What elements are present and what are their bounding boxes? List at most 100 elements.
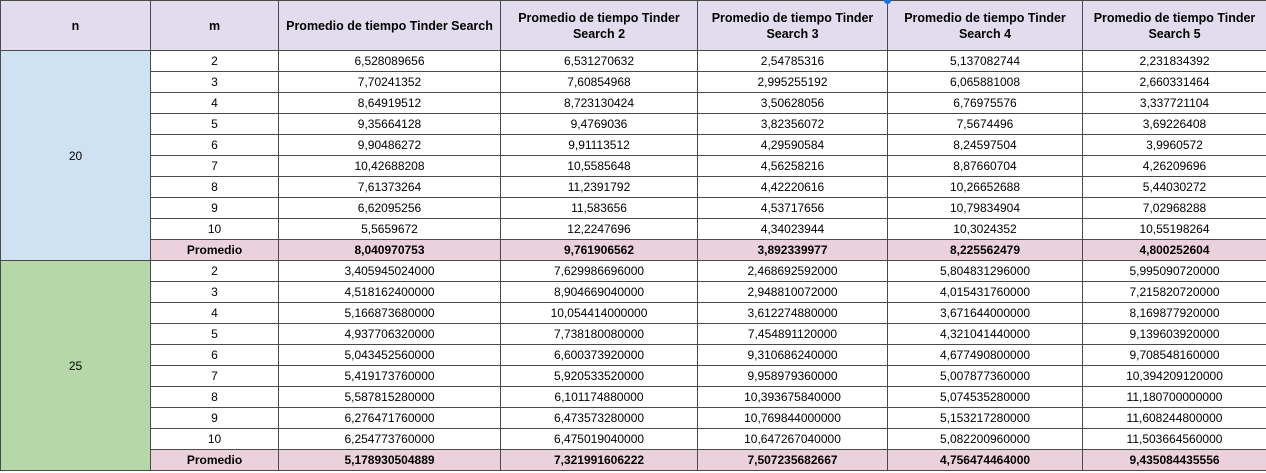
value-cell[interactable]: 10,647267040000 bbox=[697, 428, 888, 450]
value-cell[interactable]: 7,02968288 bbox=[1082, 197, 1266, 219]
header-n[interactable]: n bbox=[0, 0, 151, 51]
value-cell[interactable]: 10,5585648 bbox=[500, 155, 698, 177]
value-cell[interactable]: 6,276471760000 bbox=[278, 407, 501, 429]
value-cell[interactable]: 10,42688208 bbox=[278, 155, 501, 177]
value-cell[interactable]: 9,35664128 bbox=[278, 113, 501, 135]
m-cell[interactable]: 10 bbox=[150, 428, 279, 450]
header-col-4[interactable]: Promedio de tiempo Tinder Search 4 bbox=[887, 0, 1083, 51]
value-cell[interactable]: 7,5674496 bbox=[887, 113, 1083, 135]
value-cell[interactable]: 4,56258216 bbox=[697, 155, 888, 177]
value-cell[interactable]: 9,310686240000 bbox=[697, 344, 888, 366]
average-cell[interactable]: 7,321991606222 bbox=[500, 449, 698, 471]
value-cell[interactable]: 4,29590584 bbox=[697, 134, 888, 156]
value-cell[interactable]: 3,612274880000 bbox=[697, 302, 888, 324]
value-cell[interactable]: 9,90486272 bbox=[278, 134, 501, 156]
value-cell[interactable]: 10,393675840000 bbox=[697, 386, 888, 408]
value-cell[interactable]: 10,79834904 bbox=[887, 197, 1083, 219]
m-cell[interactable]: 7 bbox=[150, 155, 279, 177]
value-cell[interactable]: 7,61373264 bbox=[278, 176, 501, 198]
average-cell[interactable]: 9,435084435556 bbox=[1082, 449, 1266, 471]
value-cell[interactable]: 4,53717656 bbox=[697, 197, 888, 219]
m-cell[interactable]: 9 bbox=[150, 197, 279, 219]
value-cell[interactable]: 8,64919512 bbox=[278, 92, 501, 114]
value-cell[interactable]: 5,137082744 bbox=[887, 50, 1083, 72]
value-cell[interactable]: 5,419173760000 bbox=[278, 365, 501, 387]
value-cell[interactable]: 9,139603920000 bbox=[1082, 323, 1266, 345]
header-m[interactable]: m bbox=[150, 0, 279, 51]
value-cell[interactable]: 10,394209120000 bbox=[1082, 365, 1266, 387]
value-cell[interactable]: 6,531270632 bbox=[500, 50, 698, 72]
value-cell[interactable]: 9,958979360000 bbox=[697, 365, 888, 387]
m-cell[interactable]: 3 bbox=[150, 281, 279, 303]
m-cell[interactable]: 8 bbox=[150, 386, 279, 408]
value-cell[interactable]: 4,42220616 bbox=[697, 176, 888, 198]
value-cell[interactable]: 5,007877360000 bbox=[887, 365, 1083, 387]
value-cell[interactable]: 3,405945024000 bbox=[278, 260, 501, 282]
average-cell[interactable]: 8,040970753 bbox=[278, 239, 501, 261]
value-cell[interactable]: 5,082200960000 bbox=[887, 428, 1083, 450]
value-cell[interactable]: 7,215820720000 bbox=[1082, 281, 1266, 303]
average-cell[interactable]: 4,756474464000 bbox=[887, 449, 1083, 471]
value-cell[interactable]: 10,769844000000 bbox=[697, 407, 888, 429]
value-cell[interactable]: 2,948810072000 bbox=[697, 281, 888, 303]
average-cell[interactable]: 3,892339977 bbox=[697, 239, 888, 261]
value-cell[interactable]: 3,671644000000 bbox=[887, 302, 1083, 324]
value-cell[interactable]: 11,583656 bbox=[500, 197, 698, 219]
value-cell[interactable]: 5,074535280000 bbox=[887, 386, 1083, 408]
value-cell[interactable]: 6,62095256 bbox=[278, 197, 501, 219]
m-cell[interactable]: 8 bbox=[150, 176, 279, 198]
m-cell[interactable]: 4 bbox=[150, 92, 279, 114]
value-cell[interactable]: 5,153217280000 bbox=[887, 407, 1083, 429]
value-cell[interactable]: 5,043452560000 bbox=[278, 344, 501, 366]
value-cell[interactable]: 7,629986696000 bbox=[500, 260, 698, 282]
group-n-cell[interactable]: 20 bbox=[0, 50, 151, 261]
value-cell[interactable]: 2,468692592000 bbox=[697, 260, 888, 282]
value-cell[interactable]: 5,995090720000 bbox=[1082, 260, 1266, 282]
value-cell[interactable]: 10,26652688 bbox=[887, 176, 1083, 198]
value-cell[interactable]: 2,995255192 bbox=[697, 71, 888, 93]
value-cell[interactable]: 9,708548160000 bbox=[1082, 344, 1266, 366]
value-cell[interactable]: 6,065881008 bbox=[887, 71, 1083, 93]
average-cell[interactable]: 8,225562479 bbox=[887, 239, 1083, 261]
value-cell[interactable]: 6,528089656 bbox=[278, 50, 501, 72]
value-cell[interactable]: 11,503664560000 bbox=[1082, 428, 1266, 450]
value-cell[interactable]: 5,166873680000 bbox=[278, 302, 501, 324]
value-cell[interactable]: 11,608244800000 bbox=[1082, 407, 1266, 429]
value-cell[interactable]: 5,587815280000 bbox=[278, 386, 501, 408]
value-cell[interactable]: 7,70241352 bbox=[278, 71, 501, 93]
average-cell[interactable]: 4,800252604 bbox=[1082, 239, 1266, 261]
value-cell[interactable]: 9,91113512 bbox=[500, 134, 698, 156]
value-cell[interactable]: 8,24597504 bbox=[887, 134, 1083, 156]
value-cell[interactable]: 11,180700000000 bbox=[1082, 386, 1266, 408]
value-cell[interactable]: 4,518162400000 bbox=[278, 281, 501, 303]
m-cell[interactable]: 2 bbox=[150, 50, 279, 72]
value-cell[interactable]: 8,87660704 bbox=[887, 155, 1083, 177]
value-cell[interactable]: 4,677490800000 bbox=[887, 344, 1083, 366]
selection-handle[interactable] bbox=[884, 0, 891, 4]
average-cell[interactable]: 9,761906562 bbox=[500, 239, 698, 261]
average-label[interactable]: Promedio bbox=[150, 239, 279, 261]
m-cell[interactable]: 5 bbox=[150, 323, 279, 345]
value-cell[interactable]: 8,723130424 bbox=[500, 92, 698, 114]
value-cell[interactable]: 7,738180080000 bbox=[500, 323, 698, 345]
m-cell[interactable]: 7 bbox=[150, 365, 279, 387]
value-cell[interactable]: 2,231834392 bbox=[1082, 50, 1266, 72]
value-cell[interactable]: 6,254773760000 bbox=[278, 428, 501, 450]
value-cell[interactable]: 5,804831296000 bbox=[887, 260, 1083, 282]
group-n-cell[interactable]: 25 bbox=[0, 260, 151, 471]
value-cell[interactable]: 7,454891120000 bbox=[697, 323, 888, 345]
value-cell[interactable]: 10,3024352 bbox=[887, 218, 1083, 240]
value-cell[interactable]: 6,473573280000 bbox=[500, 407, 698, 429]
value-cell[interactable]: 3,50628056 bbox=[697, 92, 888, 114]
value-cell[interactable]: 2,54785316 bbox=[697, 50, 888, 72]
header-col-5[interactable]: Promedio de tiempo Tinder Search 5 bbox=[1082, 0, 1266, 51]
m-cell[interactable]: 4 bbox=[150, 302, 279, 324]
value-cell[interactable]: 3,82356072 bbox=[697, 113, 888, 135]
value-cell[interactable]: 5,920533520000 bbox=[500, 365, 698, 387]
m-cell[interactable]: 5 bbox=[150, 113, 279, 135]
value-cell[interactable]: 8,904669040000 bbox=[500, 281, 698, 303]
value-cell[interactable]: 4,321041440000 bbox=[887, 323, 1083, 345]
value-cell[interactable]: 6,475019040000 bbox=[500, 428, 698, 450]
value-cell[interactable]: 9,4769036 bbox=[500, 113, 698, 135]
m-cell[interactable]: 10 bbox=[150, 218, 279, 240]
